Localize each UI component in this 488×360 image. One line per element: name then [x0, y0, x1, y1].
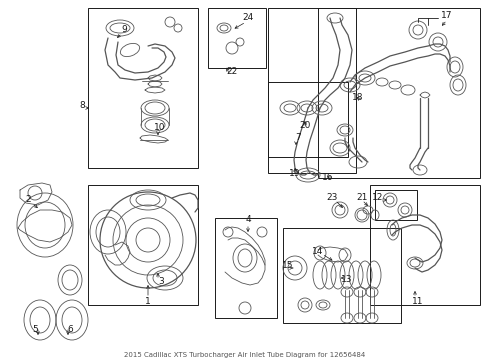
Text: 8: 8	[79, 100, 85, 109]
Text: 14: 14	[312, 248, 323, 256]
Text: 2: 2	[25, 195, 31, 204]
Text: 3: 3	[158, 278, 163, 287]
Bar	[88, 185, 198, 305]
Text: 18: 18	[351, 94, 363, 103]
Text: 17: 17	[440, 10, 452, 19]
Text: 6: 6	[67, 325, 73, 334]
Text: 11: 11	[411, 297, 423, 306]
Text: 24: 24	[242, 13, 253, 22]
Text: 20: 20	[299, 121, 310, 130]
Text: 5: 5	[32, 325, 38, 334]
Bar	[317, 8, 479, 178]
Text: 10: 10	[154, 123, 165, 132]
Text: 12: 12	[371, 194, 383, 202]
Text: 13: 13	[341, 275, 352, 284]
Text: 1: 1	[145, 297, 151, 306]
Text: 22: 22	[226, 68, 237, 77]
Bar	[88, 8, 198, 168]
Bar	[369, 185, 479, 305]
Text: 9: 9	[121, 26, 126, 35]
Text: 16: 16	[322, 174, 333, 183]
Text: 4: 4	[244, 216, 250, 225]
Bar	[374, 190, 416, 220]
Text: 21: 21	[356, 194, 367, 202]
Text: 7: 7	[295, 134, 300, 143]
Bar	[267, 82, 347, 157]
Bar	[283, 228, 400, 323]
Bar	[207, 8, 265, 68]
Text: 23: 23	[325, 194, 337, 202]
Bar	[215, 218, 276, 318]
Text: 15: 15	[282, 261, 293, 270]
Bar	[267, 8, 355, 173]
Text: 2015 Cadillac XTS Turbocharger Air Inlet Tube Diagram for 12656484: 2015 Cadillac XTS Turbocharger Air Inlet…	[123, 352, 365, 358]
Text: 19: 19	[289, 168, 300, 177]
